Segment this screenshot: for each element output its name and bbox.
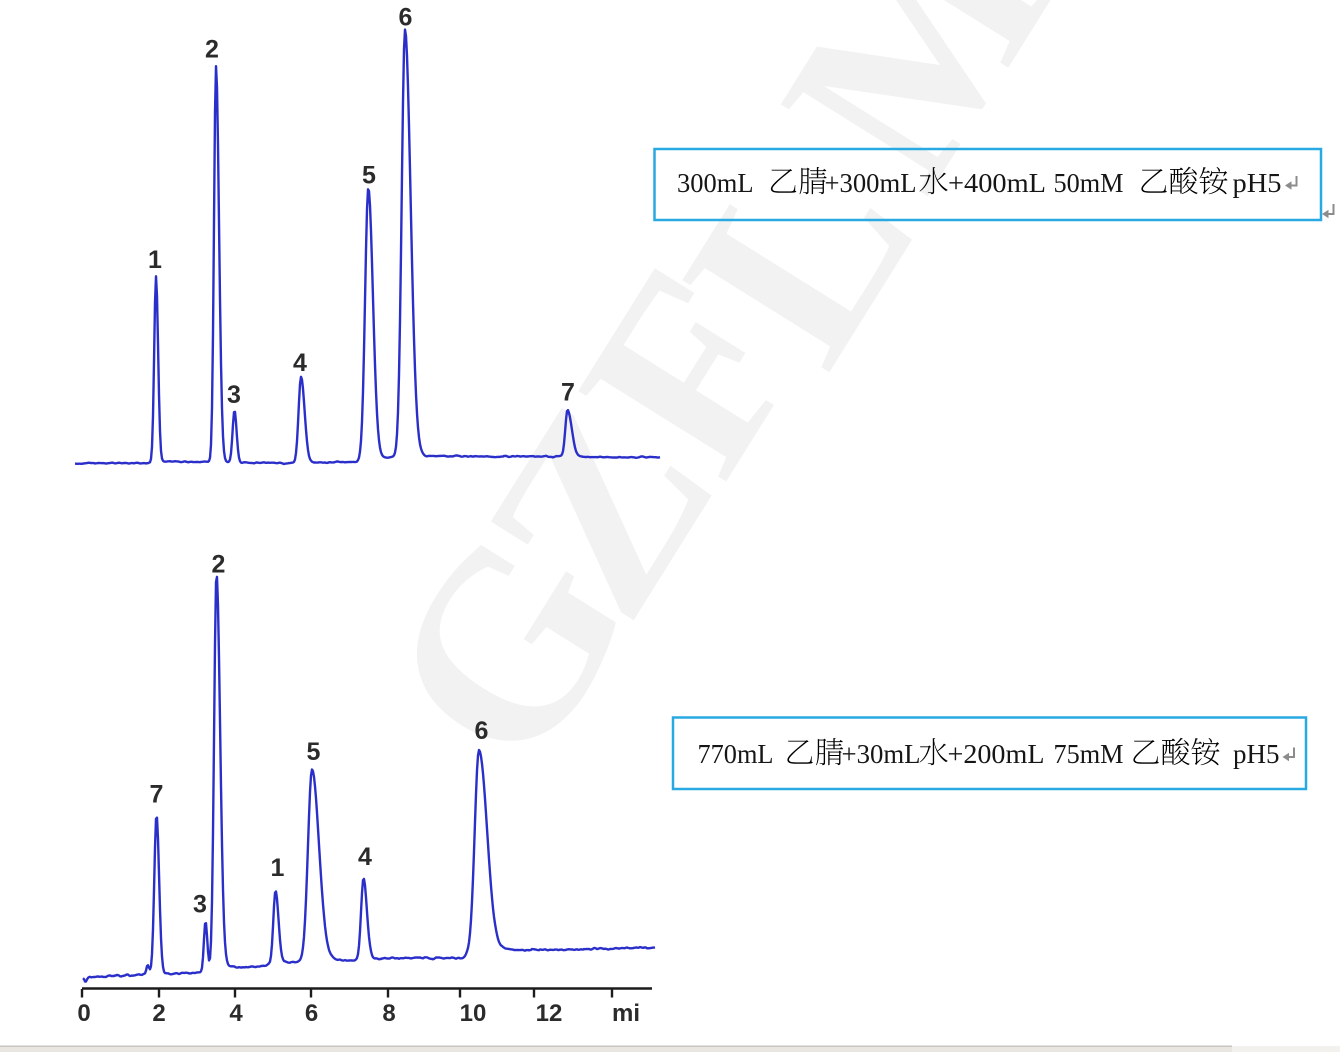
svg-text:2: 2: [212, 551, 226, 579]
svg-text:6: 6: [475, 717, 489, 745]
svg-text:300mL: 300mL: [677, 168, 754, 198]
svg-text:75mM: 75mM: [1054, 739, 1124, 769]
svg-text:12: 12: [536, 1000, 563, 1027]
svg-text:pH5: pH5: [1233, 168, 1282, 198]
svg-text:6: 6: [305, 1000, 318, 1027]
svg-text:4: 4: [293, 349, 307, 377]
svg-text:+200mL: +200mL: [948, 739, 1045, 769]
svg-text:50mM: 50mM: [1054, 168, 1124, 198]
svg-text:+30mL: +30mL: [842, 739, 921, 769]
svg-text:2: 2: [205, 36, 219, 64]
svg-text:3: 3: [193, 891, 207, 919]
svg-text:3: 3: [227, 381, 241, 409]
svg-text:0: 0: [77, 1000, 90, 1027]
svg-text:+400mL: +400mL: [948, 168, 1046, 198]
svg-text:1: 1: [271, 854, 285, 882]
svg-text:1: 1: [148, 246, 162, 274]
svg-text:770mL: 770mL: [698, 739, 774, 769]
svg-text:5: 5: [307, 738, 321, 766]
svg-text:mi: mi: [612, 1000, 640, 1027]
svg-text:7: 7: [150, 781, 164, 809]
svg-text:pH5: pH5: [1233, 739, 1280, 769]
svg-text:8: 8: [382, 1000, 395, 1027]
svg-text:5: 5: [362, 162, 376, 190]
svg-text:6: 6: [399, 4, 413, 32]
svg-text:10: 10: [460, 1000, 487, 1027]
svg-text:2: 2: [152, 1000, 165, 1027]
svg-text:4: 4: [358, 843, 372, 871]
svg-text:+300mL: +300mL: [825, 168, 917, 198]
svg-text:7: 7: [561, 379, 575, 407]
svg-text:4: 4: [229, 1000, 243, 1027]
